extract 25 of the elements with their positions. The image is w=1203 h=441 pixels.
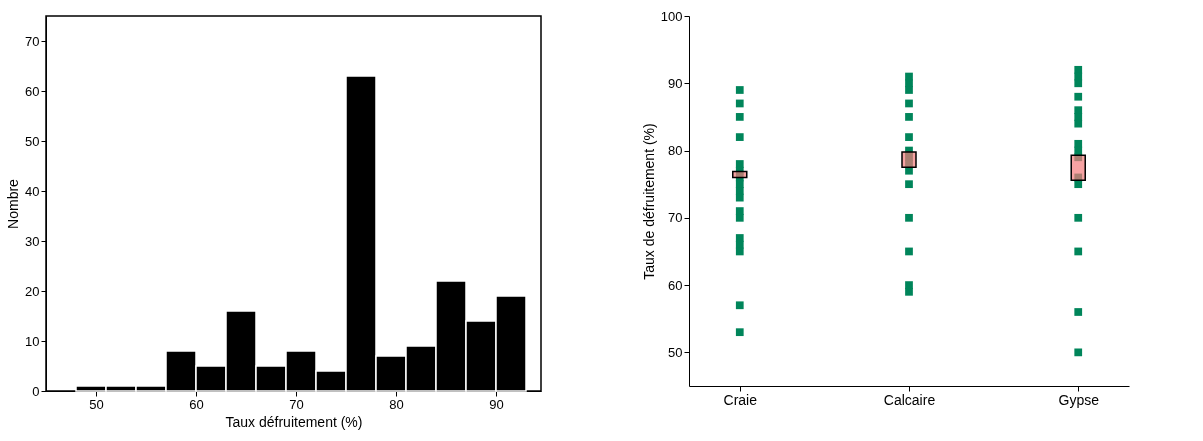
x-axis-title: Taux défruitement (%) — [225, 413, 363, 430]
x-tick-label: 90 — [489, 396, 504, 412]
y-tick-label: 80 — [668, 143, 683, 159]
y-tick-label: 30 — [25, 233, 40, 249]
x-tick-label: Craie — [723, 391, 758, 408]
y-axis-title: Taux de défruitement (%) — [640, 123, 657, 280]
y-tick-label: 10 — [25, 333, 40, 349]
x-tick-label: 60 — [189, 396, 204, 412]
y-axis-title: Nombre — [5, 178, 22, 229]
y-tick-label: 40 — [25, 183, 40, 199]
y-tick-label: 50 — [668, 344, 683, 360]
x-tick-label: Calcaire — [883, 391, 936, 408]
y-tick-label: 100 — [660, 8, 683, 24]
y-tick-label: 90 — [668, 75, 683, 91]
y-tick-label: 0 — [32, 383, 40, 399]
y-tick-label: 50 — [25, 133, 40, 149]
y-tick-label: 70 — [668, 210, 683, 226]
y-tick-label: 60 — [25, 83, 40, 99]
x-tick-label: 70 — [289, 396, 304, 412]
y-tick-label: 70 — [25, 33, 40, 49]
x-tick-label: 80 — [389, 396, 404, 412]
x-tick-label: 50 — [89, 396, 104, 412]
y-tick-label: 60 — [668, 277, 683, 293]
y-tick-label: 20 — [25, 283, 40, 299]
x-tick-label: Gypse — [1058, 391, 1100, 408]
